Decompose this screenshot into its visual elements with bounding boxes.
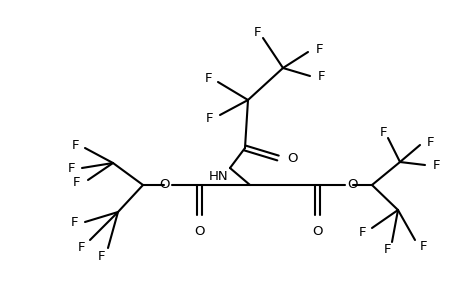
Text: F: F [315, 43, 323, 56]
Text: F: F [383, 244, 391, 256]
Text: HN: HN [208, 169, 228, 182]
Text: F: F [73, 176, 80, 190]
Text: O: O [194, 225, 205, 238]
Text: F: F [204, 71, 212, 85]
Text: F: F [358, 226, 365, 238]
Text: F: F [71, 139, 79, 152]
Text: F: F [70, 215, 78, 229]
Text: F: F [254, 26, 261, 38]
Text: F: F [426, 136, 434, 148]
Text: F: F [67, 161, 75, 175]
Text: O: O [346, 178, 357, 191]
Text: F: F [380, 125, 387, 139]
Text: O: O [312, 225, 323, 238]
Text: F: F [419, 241, 426, 254]
Text: O: O [286, 152, 297, 164]
Text: F: F [77, 242, 85, 254]
Text: O: O [159, 178, 170, 191]
Text: F: F [97, 250, 105, 262]
Text: F: F [205, 112, 213, 124]
Text: F: F [432, 158, 440, 172]
Text: F: F [317, 70, 325, 83]
